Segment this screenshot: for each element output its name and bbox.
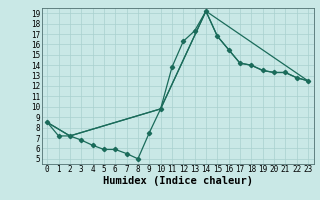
X-axis label: Humidex (Indice chaleur): Humidex (Indice chaleur) [103, 176, 252, 186]
